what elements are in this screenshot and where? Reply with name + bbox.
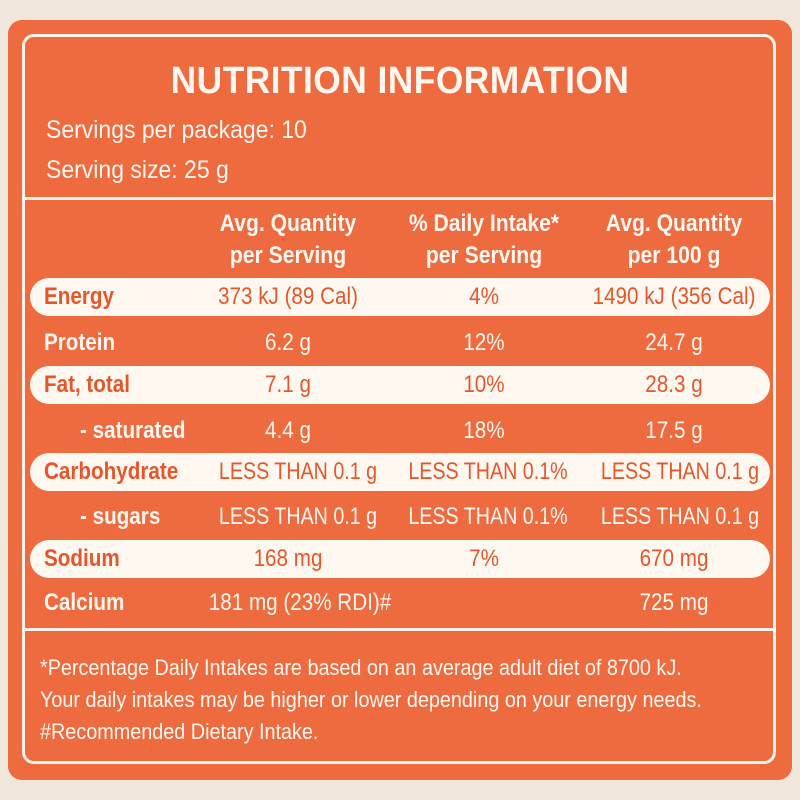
header-daily-intake: % Daily Intake* per Serving [396,208,572,272]
table-row-fat-total: Fat, total 7.1 g 10% 28.3 g [30,366,770,404]
per-100g-value: LESS THAN 0.1 g [600,458,760,485]
per-serving-value: 373 kJ (89 Cal) [218,283,358,310]
row-label: Fat, total [44,371,130,398]
daily-intake-value: 18% [463,417,505,444]
per-serving-value: LESS THAN 0.1 g [218,458,378,485]
header-per-100g-line1: Avg. Quantity [605,210,743,237]
row-label: Calcium [44,589,125,616]
row-label: - sugars [80,503,161,530]
header-per-100g-line2: per 100 g [627,242,721,269]
header-per-serving-line2: per Serving [229,242,347,269]
table-row-protein: Protein 6.2 g 12% 24.7 g [30,324,770,362]
header-per-serving-line1: Avg. Quantity [219,210,357,237]
per-serving-value: 181 mg (23% RDI)# [208,589,392,616]
row-label: - saturated [80,417,186,444]
per-100g-value: 28.3 g [645,371,703,398]
row-label: Carbohydrate [44,458,179,485]
table-row-sugars: - sugars LESS THAN 0.1 g LESS THAN 0.1% … [30,498,770,536]
table-row-calcium: Calcium 181 mg (23% RDI)# 725 mg [30,584,770,622]
panel-title: NUTRITION INFORMATION [170,60,630,102]
footnote-energy-needs: Your daily intakes may be higher or lowe… [40,687,702,712]
footnote-daily-intake: *Percentage Daily Intakes are based on a… [40,655,682,680]
servings-per-package: Servings per package: 10 [46,116,307,144]
daily-intake-value: 7% [469,545,499,572]
table-row-sodium: Sodium 168 mg 7% 670 mg [30,540,770,578]
daily-intake-value [398,584,570,622]
per-100g-value: 1490 kJ (356 Cal) [592,283,756,310]
divider-bottom [22,628,776,631]
panel-border [22,34,776,764]
per-100g-value: 670 mg [639,545,709,572]
per-serving-value: LESS THAN 0.1 g [218,503,378,530]
table-row-energy: Energy 373 kJ (89 Cal) 4% 1490 kJ (356 C… [30,278,770,316]
daily-intake-value: LESS THAN 0.1% [408,458,568,485]
daily-intake-value: LESS THAN 0.1% [408,503,568,530]
per-serving-value: 7.1 g [265,371,311,398]
row-label: Energy [44,283,114,310]
table-row-carbohydrate: Carbohydrate LESS THAN 0.1 g LESS THAN 0… [30,453,770,491]
per-serving-value: 168 mg [253,545,323,572]
row-label: Protein [44,329,116,356]
per-100g-value: 17.5 g [645,417,703,444]
row-label: Sodium [44,545,120,572]
per-serving-value: 6.2 g [265,329,311,356]
daily-intake-value: 10% [463,371,505,398]
header-daily-intake-line2: per Serving [425,242,543,269]
header-per-100g: Avg. Quantity per 100 g [586,208,762,272]
footnote-rdi: #Recommended Dietary Intake. [40,719,319,744]
header-daily-intake-line1: % Daily Intake* [408,210,560,237]
serving-size: Serving size: 25 g [46,156,229,184]
per-100g-value: LESS THAN 0.1 g [600,503,760,530]
nutrition-panel: NUTRITION INFORMATION Servings per packa… [8,20,792,780]
per-100g-value: 725 mg [639,589,709,616]
daily-intake-value: 4% [469,283,499,310]
per-serving-value: 4.4 g [265,417,311,444]
table-row-saturated: - saturated 4.4 g 18% 17.5 g [30,412,770,450]
daily-intake-value: 12% [463,329,505,356]
header-per-serving: Avg. Quantity per Serving [200,208,376,272]
divider-top [22,197,776,200]
per-100g-value: 24.7 g [645,329,703,356]
